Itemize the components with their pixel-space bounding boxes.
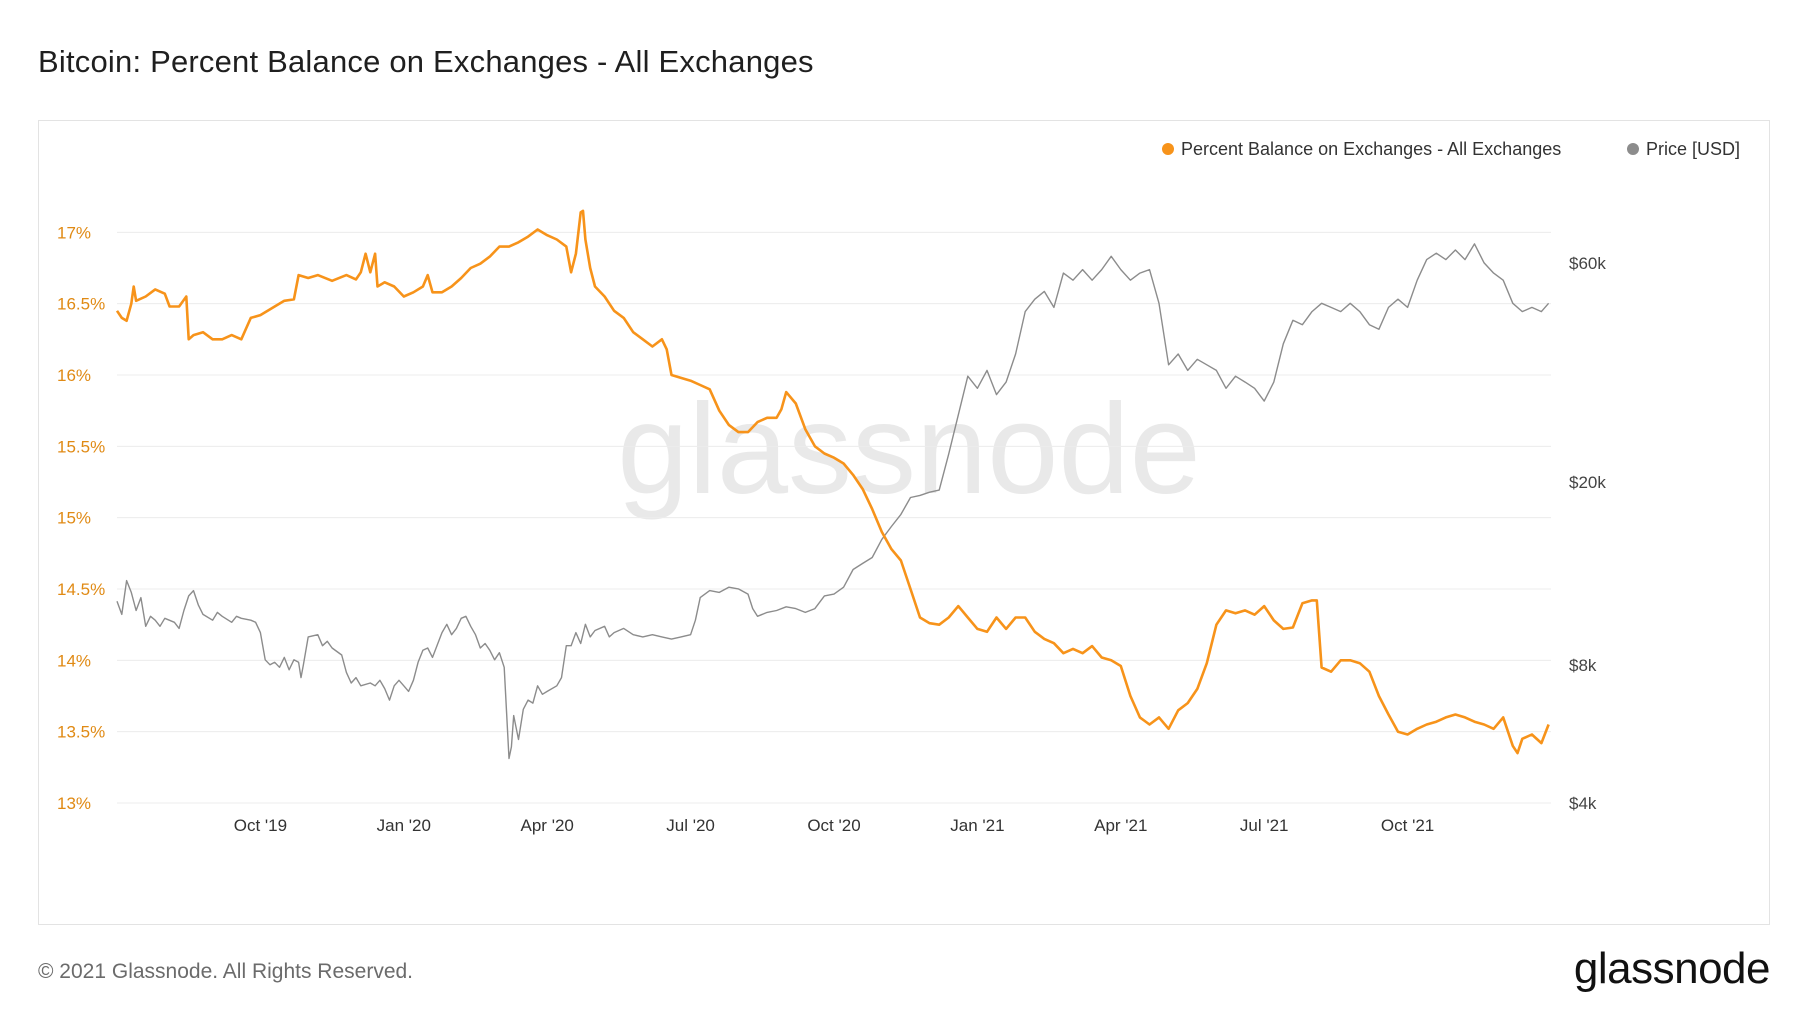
balance-line [115,209,1550,755]
x-tick-label-1: Jan '20 [377,816,431,835]
price-series [116,243,1550,760]
copyright-footer: © 2021 Glassnode. All Rights Reserved. [38,960,414,983]
price-line [116,243,1550,760]
left-axis-ticks: 13% 13.5% 14% 14.5% 15% 15.5% 16% 16.5% 17% [57,223,105,813]
brand-logo[interactable]: glassnode [1573,944,1771,993]
left-tick-label-4: 15% [57,509,91,528]
left-tick-label-6: 16% [57,366,91,385]
left-tick-label-5: 15.5% [57,437,105,456]
left-tick-label-7: 16.5% [57,295,105,314]
right-tick-label-2: $20k [1569,473,1606,492]
left-tick-label-8: 17% [57,223,91,242]
legend-label-price: Price [USD] [1646,139,1740,159]
right-tick-label-3: $60k [1569,254,1606,273]
chart-panel: glassnode 13% 13.5% 14% 14.5% 15% 15.5% 16% 16.… [38,120,1770,925]
legend: Percent Balance on Exchanges - All Excha… [1162,139,1740,159]
x-tick-label-6: Apr '21 [1094,816,1147,835]
right-tick-label-1: $8k [1569,656,1597,675]
legend-dot-price [1627,143,1639,155]
left-tick-label-2: 14% [57,651,91,670]
balance-series [115,209,1550,755]
x-tick-label-5: Jan '21 [950,816,1004,835]
x-tick-label-0: Oct '19 [234,816,287,835]
x-tick-label-4: Oct '20 [807,816,860,835]
legend-label-balance: Percent Balance on Exchanges - All Excha… [1181,139,1561,159]
right-tick-label-0: $4k [1569,794,1597,813]
x-tick-label-8: Oct '21 [1381,816,1434,835]
x-tick-label-7: Jul '21 [1240,816,1289,835]
right-axis-ticks: $4k $8k $20k $60k [1569,254,1606,813]
chart-svg: glassnode 13%13.5%14%14.5%15%15.5%16%16.… [57,139,1740,835]
x-tick-label-2: Apr '20 [521,816,574,835]
left-tick-label-1: 13.5% [57,723,105,742]
left-tick-label-0: 13% [57,794,91,813]
legend-dot-balance [1162,143,1174,155]
x-tick-label-3: Jul '20 [666,816,715,835]
left-tick-label-3: 14.5% [57,580,105,599]
chart-title: Bitcoin: Percent Balance on Exchanges - … [38,44,814,79]
gridlines [117,231,1551,804]
x-axis-ticks: Oct '19 Jan '20 Apr '20 Jul '20 Oct '20 Jan '… [234,816,1435,835]
legend-item-balance[interactable]: Percent Balance on Exchanges - All Excha… [1162,139,1561,159]
legend-item-price[interactable]: Price [USD] [1627,139,1740,159]
